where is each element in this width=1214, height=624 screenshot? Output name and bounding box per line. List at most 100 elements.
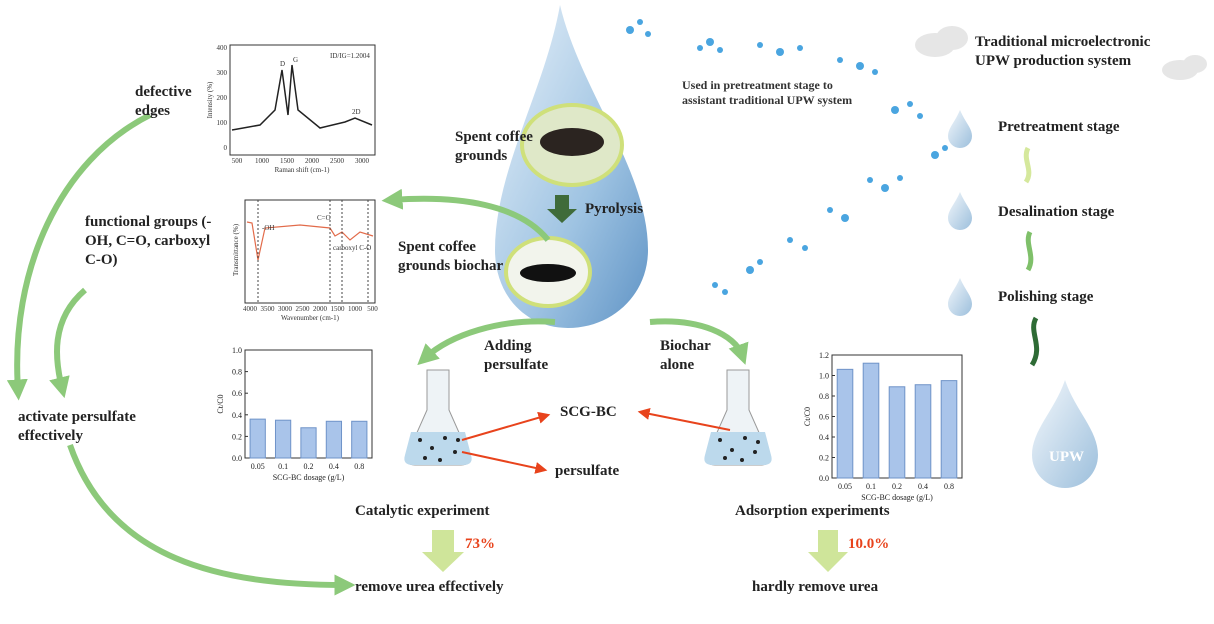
tick-label: 3500 xyxy=(261,305,276,313)
percentage: 73% xyxy=(465,536,495,552)
bar xyxy=(274,419,292,459)
tick-label: 2000 xyxy=(313,305,328,313)
spectrum-label: ID/IG=1.2004 xyxy=(330,52,370,60)
y-tick-label: 0.0 xyxy=(232,454,242,463)
bar xyxy=(940,380,958,479)
axis-label: Transmittance (%) xyxy=(232,223,240,276)
label: hardly remove urea xyxy=(752,579,879,595)
peak-label: 2D xyxy=(352,108,361,116)
y-tick-label: 0.6 xyxy=(232,389,242,398)
small-drop xyxy=(948,110,972,148)
tick-label: 0 xyxy=(224,144,228,152)
label: Spent coffee grounds biochar xyxy=(398,239,504,274)
flask xyxy=(404,369,472,466)
axis-label: Ct/C0 xyxy=(216,394,225,413)
raman-spectrum xyxy=(231,64,373,131)
tick-label: 3000 xyxy=(278,305,293,313)
flow-arrows xyxy=(6,112,749,596)
x-tick-label: 0.4 xyxy=(918,482,928,491)
bar xyxy=(862,362,880,479)
y-tick-label: 0.0 xyxy=(819,474,829,483)
x-tick-label: 0.1 xyxy=(278,462,288,471)
label: persulfate xyxy=(555,463,620,479)
tick-label: 1500 xyxy=(280,157,295,165)
y-tick-label: 0.2 xyxy=(819,454,829,463)
particles xyxy=(418,436,760,462)
stage-label: Pretreatment stage xyxy=(998,119,1120,135)
bar xyxy=(249,418,266,459)
tick-label: 100 xyxy=(217,119,228,127)
peak-label: carboxyl C-O xyxy=(333,244,371,252)
y-tick-label: 0.8 xyxy=(819,392,829,401)
x-tick-label: 0.2 xyxy=(304,462,314,471)
peak-label: C=O xyxy=(317,214,331,222)
tick-label: 1000 xyxy=(348,305,363,313)
y-tick-label: 0.2 xyxy=(232,432,242,441)
x-tick-label: 0.05 xyxy=(838,482,852,491)
label: Adding persulfate xyxy=(484,338,549,373)
red-arrows xyxy=(461,407,731,474)
ftir-markers xyxy=(257,200,369,303)
stage-label: Desalination stage xyxy=(998,204,1115,220)
tick-label: 500 xyxy=(367,305,378,313)
tick-label: 3000 xyxy=(355,157,370,165)
flask xyxy=(704,369,772,466)
tick-label: 200 xyxy=(217,94,228,102)
tick-label: 400 xyxy=(217,44,228,52)
tick-label: 1000 xyxy=(255,157,270,165)
axis-label: SCG-BC dosage (g/L) xyxy=(861,493,933,502)
bubbles xyxy=(626,19,948,295)
peak-label: G xyxy=(293,56,298,64)
x-tick-label: 0.8 xyxy=(944,482,954,491)
y-tick-label: 0.8 xyxy=(232,368,242,377)
label: Traditional microelectronic UPW producti… xyxy=(975,34,1151,69)
tick-label: 1500 xyxy=(331,305,346,313)
label: UPW xyxy=(1049,449,1084,465)
ftir-frame xyxy=(244,199,376,304)
bar xyxy=(325,420,343,459)
tick-label: 300 xyxy=(217,69,228,77)
y-tick-label: 1.2 xyxy=(819,351,829,360)
tick-label: 4000 xyxy=(243,305,258,313)
x-tick-label: 0.4 xyxy=(329,462,339,471)
axis-label: Intensity (%) xyxy=(206,81,214,118)
down-arrows xyxy=(422,530,848,572)
label: activate persulfate effectively xyxy=(18,409,136,444)
bar xyxy=(888,386,906,479)
percentage: 10.0% xyxy=(848,536,890,552)
x-tick-label: 0.8 xyxy=(354,462,364,471)
tick-label: 2500 xyxy=(330,157,345,165)
small-drop xyxy=(948,278,972,316)
label: remove urea effectively xyxy=(355,579,504,595)
bar xyxy=(836,368,854,479)
raman-frame xyxy=(229,44,376,156)
axis-label: Ct/C0 xyxy=(803,407,812,426)
tick-label: 2500 xyxy=(296,305,311,313)
bar xyxy=(351,420,368,459)
axis-label: Raman shift (cm-1) xyxy=(275,166,330,174)
label: functional groups (-OH, C=O, carboxyl C-… xyxy=(85,214,212,268)
biochar-pile xyxy=(520,264,576,282)
y-tick-label: 1.0 xyxy=(819,372,829,381)
peak-label: -OH xyxy=(262,224,274,232)
label: defective edges xyxy=(135,84,192,119)
axis-label: SCG-BC dosage (g/L) xyxy=(273,473,345,482)
y-tick-label: 1.0 xyxy=(232,346,242,355)
axis-label: Wavenumber (cm-1) xyxy=(281,314,340,322)
label: Biochar alone xyxy=(660,338,711,373)
clouds xyxy=(915,26,1207,80)
x-tick-label: 0.05 xyxy=(251,462,265,471)
peak-label: D xyxy=(280,60,285,68)
y-tick-label: 0.6 xyxy=(819,413,829,422)
tick-label: 2000 xyxy=(305,157,320,165)
x-tick-label: 0.1 xyxy=(866,482,876,491)
y-tick-label: 0.4 xyxy=(819,433,829,442)
y-tick-label: 0.4 xyxy=(232,411,242,420)
label: Pyrolysis xyxy=(585,201,644,217)
small-drop xyxy=(948,192,972,230)
label: Catalytic experiment xyxy=(355,503,490,519)
stage-label: Polishing stage xyxy=(998,289,1094,305)
label: Spent coffee grounds xyxy=(455,129,533,164)
